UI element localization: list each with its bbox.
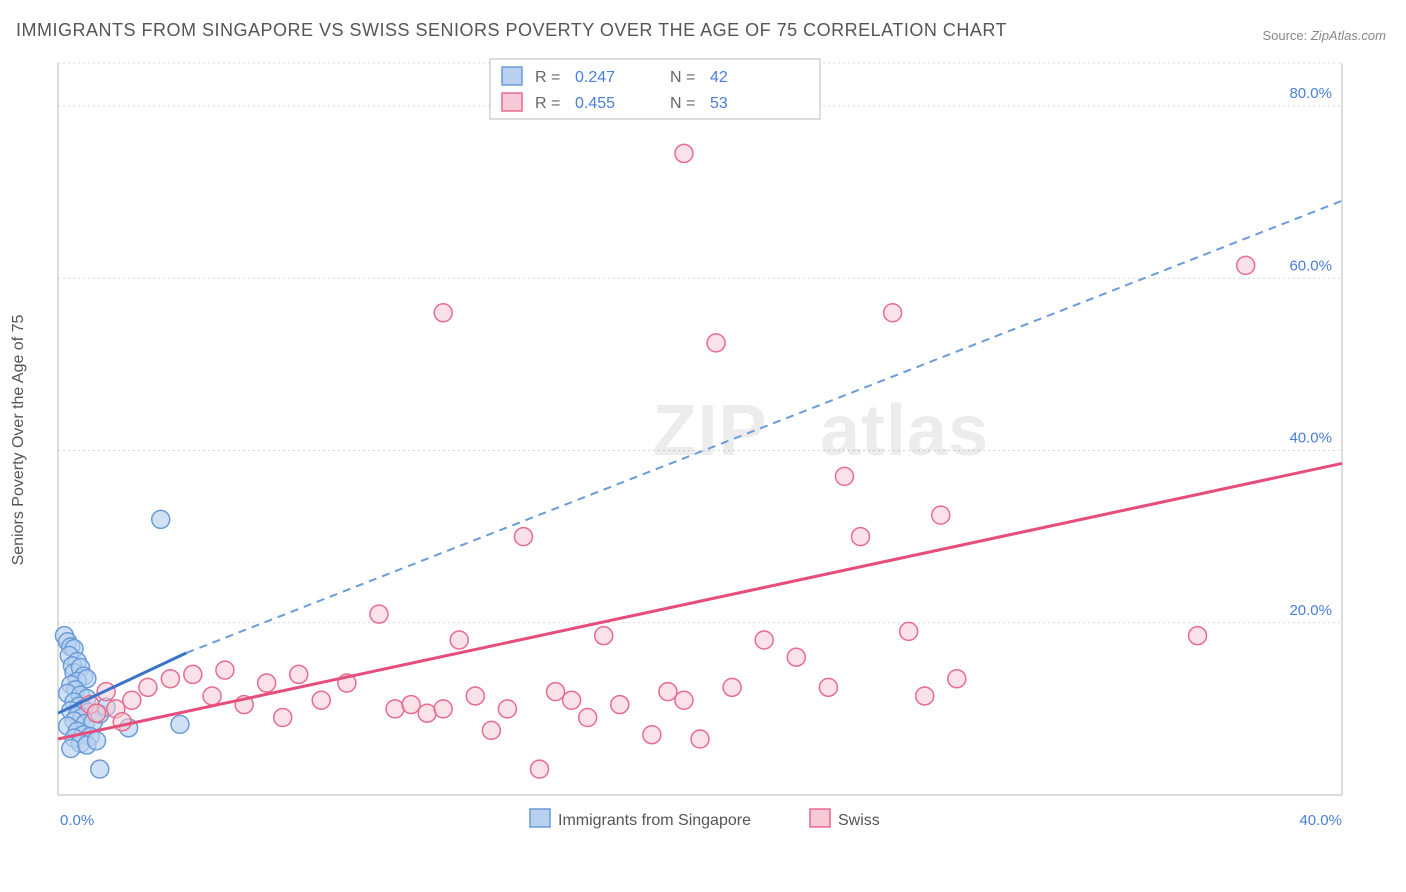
chart-title: IMMIGRANTS FROM SINGAPORE VS SWISS SENIO… [16, 20, 1007, 41]
watermark: ZIP [652, 391, 767, 471]
watermark: atlas [820, 391, 989, 471]
data-point [161, 670, 179, 688]
y-tick-label: 20.0% [1289, 602, 1332, 619]
data-point [418, 704, 436, 722]
data-point [139, 678, 157, 696]
data-point [707, 334, 725, 352]
scatter-chart: 20.0% 40.0% 60.0% 80.0% ZIP atlas R = 0.247 N = 4… [50, 55, 1350, 855]
legend-r-label: R = [535, 95, 560, 112]
legend-swatch-singapore [502, 67, 522, 85]
trendline-swiss [58, 463, 1342, 739]
legend-label-swiss: Swiss [838, 812, 880, 829]
data-point [547, 683, 565, 701]
data-point [482, 721, 500, 739]
data-point [900, 622, 918, 640]
source-label: Source: [1262, 28, 1310, 43]
data-point [91, 760, 109, 778]
data-point [184, 665, 202, 683]
data-point [563, 691, 581, 709]
data-point [312, 691, 330, 709]
legend-r-label: R = [535, 69, 560, 86]
legend-label-singapore: Immigrants from Singapore [558, 812, 751, 829]
y-tick-label: 60.0% [1289, 257, 1332, 274]
y-tick-label: 40.0% [1289, 430, 1332, 447]
data-point [450, 631, 468, 649]
data-point [1189, 627, 1207, 645]
legend-r-value: 0.455 [575, 95, 615, 112]
data-point [216, 661, 234, 679]
data-point [691, 730, 709, 748]
data-point [386, 700, 404, 718]
y-axis-label: Seniors Poverty Over the Age of 75 [10, 55, 28, 825]
source-citation: Source: ZipAtlas.com [1262, 28, 1386, 43]
data-point [643, 726, 661, 744]
legend-r-value: 0.247 [575, 69, 615, 86]
data-point [675, 144, 693, 162]
legend-n-label: N = [670, 69, 695, 86]
data-point [498, 700, 516, 718]
legend-n-label: N = [670, 95, 695, 112]
data-point [852, 528, 870, 546]
data-point [611, 696, 629, 714]
data-point [514, 528, 532, 546]
trendline-singapore-dash [186, 201, 1342, 653]
data-point [290, 665, 308, 683]
x-tick-right: 40.0% [1299, 812, 1342, 829]
data-point [88, 704, 106, 722]
data-point [723, 678, 741, 696]
data-point [916, 687, 934, 705]
data-point [258, 674, 276, 692]
data-point [531, 760, 549, 778]
data-point [884, 304, 902, 322]
data-point [466, 687, 484, 705]
data-point [787, 648, 805, 666]
data-point [1237, 256, 1255, 274]
data-point [203, 687, 221, 705]
data-point [370, 605, 388, 623]
data-point [932, 506, 950, 524]
data-point [835, 467, 853, 485]
source-value: ZipAtlas.com [1311, 28, 1386, 43]
legend-n-value: 53 [710, 95, 728, 112]
x-tick-left: 0.0% [60, 812, 94, 829]
data-point [579, 708, 597, 726]
data-point [123, 691, 141, 709]
data-point [659, 683, 677, 701]
data-point [88, 732, 106, 750]
legend-swatch-swiss [502, 93, 522, 111]
data-point [402, 696, 420, 714]
data-point [675, 691, 693, 709]
y-tick-label: 80.0% [1289, 85, 1332, 102]
data-point [152, 510, 170, 528]
data-point [755, 631, 773, 649]
data-point [274, 708, 292, 726]
legend-swatch-swiss [810, 809, 830, 827]
data-point [434, 700, 452, 718]
data-point [819, 678, 837, 696]
legend-n-value: 42 [710, 69, 728, 86]
data-point [62, 739, 80, 757]
legend-swatch-singapore [530, 809, 550, 827]
data-point [595, 627, 613, 645]
chart-area: 20.0% 40.0% 60.0% 80.0% ZIP atlas R = 0.247 N = 4… [50, 55, 1350, 825]
data-point [948, 670, 966, 688]
data-point [171, 715, 189, 733]
data-point [434, 304, 452, 322]
